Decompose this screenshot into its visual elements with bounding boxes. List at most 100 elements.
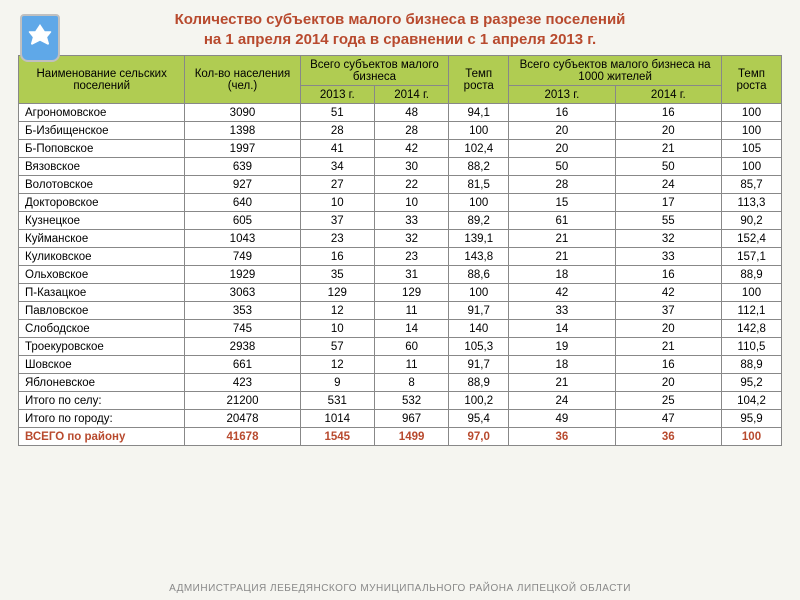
table-cell: 10	[300, 194, 374, 212]
table-cell: 15	[509, 194, 615, 212]
table-cell: 100	[722, 122, 782, 140]
table-row: Б-Избищенское139828281002020100	[19, 122, 782, 140]
table-cell: 21	[615, 140, 721, 158]
table-header: Наименование сельских поселений Кол-во н…	[19, 56, 782, 104]
footer-text: АДМИНИСТРАЦИЯ ЛЕБЕДЯНСКОГО МУНИЦИПАЛЬНОГ…	[0, 583, 800, 594]
table-cell: 100	[722, 104, 782, 122]
table-cell: 1043	[185, 230, 300, 248]
col-per1000: Всего субъектов малого бизнеса на 1000 ж…	[509, 56, 722, 86]
table-cell: Вязовское	[19, 158, 185, 176]
table-cell: 110,5	[722, 338, 782, 356]
table-cell: 31	[374, 266, 448, 284]
table-cell: Слободское	[19, 320, 185, 338]
table-cell: 30	[374, 158, 448, 176]
table-cell: 423	[185, 374, 300, 392]
table-cell: 16	[615, 266, 721, 284]
table-cell: 35	[300, 266, 374, 284]
table-cell: 50	[509, 158, 615, 176]
table-cell: 47	[615, 410, 721, 428]
table-body: Агрономовское3090514894,11616100Б-Избище…	[19, 104, 782, 446]
table-cell: 100	[449, 284, 509, 302]
table-cell: 129	[374, 284, 448, 302]
table-cell: Куликовское	[19, 248, 185, 266]
table-cell: 48	[374, 104, 448, 122]
table-cell: 20	[509, 122, 615, 140]
table-cell: 42	[509, 284, 615, 302]
table-cell: 21200	[185, 392, 300, 410]
table-cell: 8	[374, 374, 448, 392]
table-cell: 143,8	[449, 248, 509, 266]
table-cell: 27	[300, 176, 374, 194]
table-cell: 41678	[185, 428, 300, 446]
table-cell: 10	[374, 194, 448, 212]
table-cell: 20	[615, 374, 721, 392]
table-cell: Кузнецкое	[19, 212, 185, 230]
table-cell: 3090	[185, 104, 300, 122]
table-cell: 88,9	[722, 266, 782, 284]
table-cell: 100	[722, 158, 782, 176]
table-cell: 139,1	[449, 230, 509, 248]
table-cell: 91,7	[449, 356, 509, 374]
table-row: П-Казацкое30631291291004242100	[19, 284, 782, 302]
title-line-2: на 1 апреля 2014 года в сравнении с 1 ап…	[60, 30, 740, 50]
table-cell: 16	[509, 104, 615, 122]
table-cell: 157,1	[722, 248, 782, 266]
table-cell: 639	[185, 158, 300, 176]
table-cell: 100	[449, 122, 509, 140]
table-cell: 14	[509, 320, 615, 338]
table-cell: 1929	[185, 266, 300, 284]
table-cell: 11	[374, 356, 448, 374]
table-row: Б-Поповское19974142102,42021105	[19, 140, 782, 158]
table-cell: 32	[615, 230, 721, 248]
table-cell: 28	[374, 122, 448, 140]
table-cell: 21	[615, 338, 721, 356]
table-cell: 927	[185, 176, 300, 194]
table-cell: Павловское	[19, 302, 185, 320]
table-cell: 661	[185, 356, 300, 374]
table-row: Ольховское1929353188,6181688,9	[19, 266, 782, 284]
col-subjects: Всего субъектов малого бизнеса	[300, 56, 449, 86]
table-cell: 2938	[185, 338, 300, 356]
table-cell: 91,7	[449, 302, 509, 320]
table-cell: Яблоневское	[19, 374, 185, 392]
page-title: Количество субъектов малого бизнеса в ра…	[0, 0, 800, 55]
table-cell: Б-Поповское	[19, 140, 185, 158]
table-cell: 19	[509, 338, 615, 356]
table-cell: 12	[300, 356, 374, 374]
table-cell: 16	[615, 356, 721, 374]
table-cell: Волотовское	[19, 176, 185, 194]
table-cell: 21	[509, 374, 615, 392]
sub-2013b: 2013 г.	[509, 86, 615, 104]
table-cell: 34	[300, 158, 374, 176]
table-cell: 88,2	[449, 158, 509, 176]
table-cell: 55	[615, 212, 721, 230]
table-row: Волотовское927272281,5282485,7	[19, 176, 782, 194]
table-cell: 1499	[374, 428, 448, 446]
table-cell: 1997	[185, 140, 300, 158]
table-row: Вязовское639343088,25050100	[19, 158, 782, 176]
table-cell: 16	[615, 104, 721, 122]
table-cell: 95,9	[722, 410, 782, 428]
table-cell: 14	[374, 320, 448, 338]
table-cell: 100,2	[449, 392, 509, 410]
table-cell: 112,1	[722, 302, 782, 320]
table-cell: 61	[509, 212, 615, 230]
table-cell: 18	[509, 266, 615, 284]
table-cell: 36	[509, 428, 615, 446]
col-growth2: Темп роста	[722, 56, 782, 104]
table-cell: 37	[615, 302, 721, 320]
table-cell: Ольховское	[19, 266, 185, 284]
table-cell: 105,3	[449, 338, 509, 356]
table-container: Наименование сельских поселений Кол-во н…	[18, 55, 782, 446]
table-cell: 28	[509, 176, 615, 194]
table-row: Итого по городу:20478101496795,4494795,9	[19, 410, 782, 428]
table-cell: 142,8	[722, 320, 782, 338]
table-cell: 24	[509, 392, 615, 410]
table-cell: 50	[615, 158, 721, 176]
table-cell: 24	[615, 176, 721, 194]
table-cell: 12	[300, 302, 374, 320]
emblem-icon	[20, 14, 60, 62]
table-cell: 22	[374, 176, 448, 194]
table-cell: 10	[300, 320, 374, 338]
col-name: Наименование сельских поселений	[19, 56, 185, 104]
